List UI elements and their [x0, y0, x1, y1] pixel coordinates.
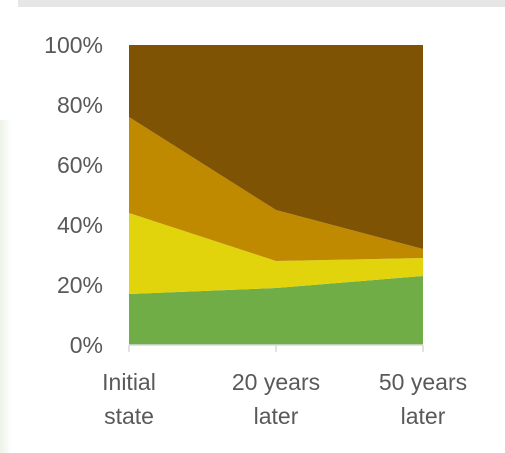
x-tick-label: 20 years: [232, 369, 320, 395]
area-series-4: [129, 45, 423, 249]
y-tick-label: 60%: [57, 152, 103, 178]
area-series-3: [129, 117, 423, 261]
x-tick-label: later: [401, 403, 446, 429]
y-axis-tick-labels: 0% 20% 40% 60% 80% 100%: [44, 32, 103, 358]
x-axis: [128, 344, 424, 352]
area-series-2: [129, 213, 423, 294]
top-divider: [18, 0, 505, 7]
x-tick-label: Initial: [102, 369, 156, 395]
y-tick-label: 40%: [57, 212, 103, 238]
y-tick-label: 0%: [70, 332, 103, 358]
x-tick-label: 50 years: [379, 369, 467, 395]
x-axis-tick-labels: Initial state 20 years later 50 years later: [102, 369, 467, 429]
area-series-1: [129, 276, 423, 345]
decorative-left-strip: [0, 120, 11, 453]
x-tick-label: state: [104, 403, 154, 429]
x-tick-label: later: [254, 403, 299, 429]
y-tick-label: 20%: [57, 272, 103, 298]
area-series-group: [129, 45, 423, 345]
y-tick-label: 100%: [44, 32, 103, 58]
y-tick-label: 80%: [57, 92, 103, 118]
